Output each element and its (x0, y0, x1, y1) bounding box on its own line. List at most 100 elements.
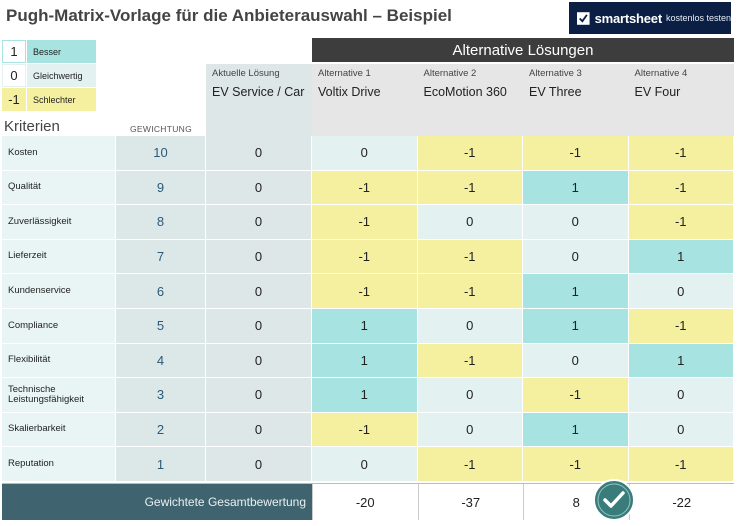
brand-name: smartsheet (594, 10, 663, 26)
alternative-3-score[interactable]: 1 (523, 274, 629, 308)
legend-label: Gleichwertig (27, 64, 96, 87)
criterion-weight[interactable]: 10 (116, 136, 206, 170)
total-score-alt-4: -22 (628, 484, 734, 520)
alternative-3-score[interactable]: 1 (523, 412, 629, 447)
alternatives-header: Alternative Lösungen (312, 38, 734, 62)
alternative-4-score[interactable]: -1 (628, 308, 734, 343)
alternative-2-score[interactable]: -1 (417, 343, 523, 378)
current-solution-header: Aktuelle Lösung EV Service / Car (206, 64, 312, 136)
criterion-name[interactable]: Reputation (2, 447, 116, 481)
criterion-name[interactable]: Lieferzeit (2, 239, 116, 274)
alternative-3-score[interactable]: 1 (523, 308, 629, 343)
smartsheet-trial-button[interactable]: smartsheet kostenlos testen (569, 2, 731, 34)
alternative-sub: Alternative 3 (529, 68, 582, 79)
alternative-2-score[interactable]: -1 (417, 274, 523, 308)
alternative-1-score[interactable]: 1 (312, 343, 418, 378)
alternative-sub: Alternative 4 (634, 68, 688, 79)
alternative-4-score[interactable]: -1 (628, 205, 734, 239)
alternative-3-score[interactable]: 0 (523, 205, 629, 239)
criterion-name[interactable]: Zuverlässigkeit (2, 205, 116, 239)
current-solution-score[interactable]: 0 (206, 205, 312, 239)
criterion-name[interactable]: Compliance (2, 308, 116, 343)
criterion-name[interactable]: Kosten (2, 136, 116, 170)
alternative-name: EV Four (634, 85, 681, 99)
alternative-2-score[interactable]: -1 (417, 447, 523, 481)
alternative-3-score[interactable]: 1 (523, 170, 629, 205)
current-solution-score[interactable]: 0 (206, 343, 312, 378)
alternative-2-score[interactable]: 0 (417, 378, 523, 412)
current-solution-score[interactable]: 0 (206, 239, 312, 274)
alternative-1-score[interactable]: -1 (312, 412, 418, 447)
legend-item-equal: 0 Gleichwertig (2, 64, 96, 88)
alternative-2-score[interactable]: -1 (417, 170, 523, 205)
alternative-4-score[interactable]: 1 (628, 239, 734, 274)
alternative-3-score[interactable]: -1 (523, 136, 629, 170)
criterion-row: Lieferzeit 7 0 -1 -1 0 1 (2, 239, 734, 275)
alternative-2-score[interactable]: -1 (417, 239, 523, 274)
alternative-3-score[interactable]: -1 (523, 447, 629, 481)
criterion-name[interactable]: Kundenservice (2, 274, 116, 308)
alternative-3-header: Alternative 3 EV Three (523, 64, 629, 136)
criterion-weight[interactable]: 3 (116, 378, 206, 412)
criterion-row: Kundenservice 6 0 -1 -1 1 0 (2, 274, 734, 309)
criterion-weight[interactable]: 8 (116, 205, 206, 239)
alternative-2-score[interactable]: 0 (417, 205, 523, 239)
criterion-weight[interactable]: 6 (116, 274, 206, 308)
criterion-weight[interactable]: 2 (116, 412, 206, 447)
legend-value: -1 (2, 88, 26, 111)
total-score-alt-1: -20 (312, 484, 418, 520)
criterion-row: Kosten 10 0 0 -1 -1 -1 (2, 136, 734, 171)
criterion-row: Zuverlässigkeit 8 0 -1 0 0 -1 (2, 205, 734, 240)
legend-label: Besser (27, 40, 96, 63)
alternative-1-score[interactable]: -1 (312, 170, 418, 205)
alternative-1-score[interactable]: 0 (312, 136, 418, 170)
alternative-name: EcoMotion 360 (423, 85, 507, 99)
alternative-3-score[interactable]: 0 (523, 343, 629, 378)
criterion-name[interactable]: Qualität (2, 170, 116, 205)
current-solution-name: EV Service / Car (212, 85, 305, 99)
current-solution-score[interactable]: 0 (206, 136, 312, 170)
criterion-row: Technische Leistungsfähigkeit 3 0 1 0 -1 0 (2, 378, 734, 413)
current-solution-score[interactable]: 0 (206, 308, 312, 343)
pugh-matrix-grid: Kosten 10 0 0 -1 -1 -1 Qualität 9 0 -1 -1 1 -1 Zuverlä… (2, 136, 734, 482)
smartsheet-logo-icon (577, 11, 590, 25)
criterion-weight[interactable]: 1 (116, 447, 206, 481)
alternative-name: Voltix Drive (318, 85, 381, 99)
page-title: Pugh-Matrix-Vorlage für die Anbieterausw… (6, 6, 452, 25)
alternative-1-score[interactable]: 0 (312, 447, 418, 481)
alternative-3-score[interactable]: -1 (523, 378, 629, 412)
alternative-sub: Alternative 2 (423, 68, 477, 79)
criterion-weight[interactable]: 7 (116, 239, 206, 274)
alternative-3-score[interactable]: 0 (523, 239, 629, 274)
current-solution-score[interactable]: 0 (206, 412, 312, 447)
alternative-4-score[interactable]: -1 (628, 170, 734, 205)
alternative-2-score[interactable]: 0 (417, 308, 523, 343)
criterion-weight[interactable]: 5 (116, 308, 206, 343)
criterion-weight[interactable]: 9 (116, 170, 206, 205)
alternative-1-score[interactable]: -1 (312, 239, 418, 274)
alternative-2-score[interactable]: -1 (417, 136, 523, 170)
current-solution-score[interactable]: 0 (206, 378, 312, 412)
criterion-name[interactable]: Technische Leistungsfähigkeit (2, 378, 116, 412)
criterion-name[interactable]: Flexibilität (2, 343, 116, 378)
alternative-4-score[interactable]: 1 (628, 343, 734, 378)
criteria-label: Kriterien (4, 118, 60, 135)
alternative-1-score[interactable]: -1 (312, 274, 418, 308)
criterion-weight[interactable]: 4 (116, 343, 206, 378)
alternative-1-score[interactable]: -1 (312, 205, 418, 239)
alternative-4-score[interactable]: 0 (628, 412, 734, 447)
alternative-1-score[interactable]: 1 (312, 308, 418, 343)
current-solution-score[interactable]: 0 (206, 170, 312, 205)
weight-label: GEWICHTUNG (130, 124, 193, 134)
alternative-4-score[interactable]: 0 (628, 378, 734, 412)
current-solution-score[interactable]: 0 (206, 447, 312, 481)
alternative-2-score[interactable]: 0 (417, 412, 523, 447)
alternative-1-score[interactable]: 1 (312, 378, 418, 412)
alternative-4-score[interactable]: -1 (628, 136, 734, 170)
alternative-1-header: Alternative 1 Voltix Drive (312, 64, 418, 136)
criterion-name[interactable]: Skalierbarkeit (2, 412, 116, 447)
alternative-4-score[interactable]: 0 (628, 274, 734, 308)
alternative-4-header: Alternative 4 EV Four (628, 64, 734, 136)
alternative-4-score[interactable]: -1 (628, 447, 734, 481)
current-solution-score[interactable]: 0 (206, 274, 312, 308)
